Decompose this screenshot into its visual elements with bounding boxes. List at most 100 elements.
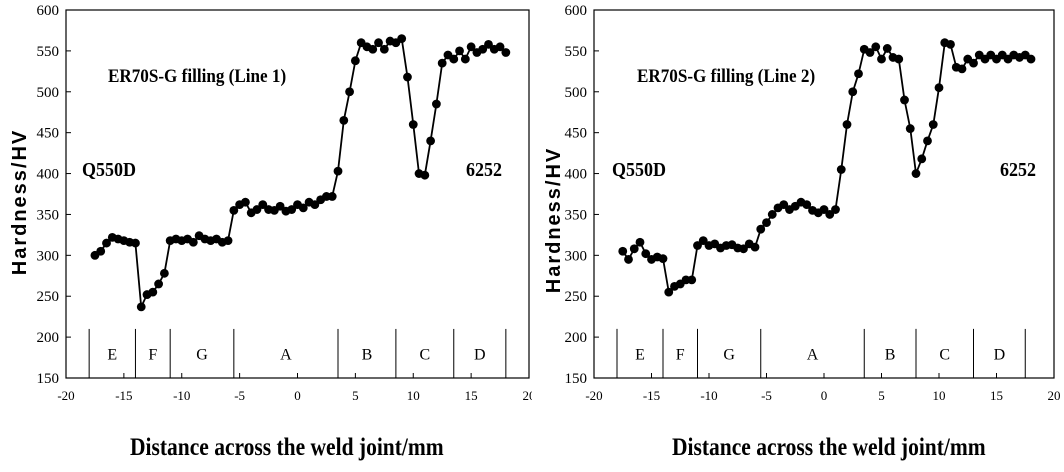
y-tick-label: 200 <box>37 330 60 346</box>
x-tick-label: 0 <box>821 388 828 403</box>
x-tick-label: 20 <box>1048 388 1061 403</box>
data-point <box>258 200 268 210</box>
right-material-label: 6252 <box>466 159 502 181</box>
data-point <box>1026 54 1036 64</box>
data-point <box>478 44 488 54</box>
data-point <box>905 124 915 133</box>
data-point <box>374 38 383 48</box>
x-axis-label: Distance across the weld joint/mm <box>130 434 444 461</box>
data-point <box>131 238 140 248</box>
data-point <box>923 136 932 146</box>
data-point <box>825 210 835 219</box>
data-point <box>310 200 320 210</box>
data-point <box>188 237 198 247</box>
data-point <box>946 39 955 49</box>
data-point <box>102 238 111 248</box>
data-point <box>501 48 511 57</box>
y-tick-label: 250 <box>565 289 588 305</box>
y-tick-label: 550 <box>565 44 588 60</box>
data-point <box>802 200 812 210</box>
x-tick-label: -15 <box>115 388 132 403</box>
data-point <box>154 279 164 289</box>
data-point <box>327 192 337 201</box>
chart-title: ER70S-G filling (Line 2) <box>637 66 816 87</box>
data-point <box>449 54 459 64</box>
zone-label-b: B <box>885 346 896 363</box>
x-tick-label: 10 <box>407 388 420 403</box>
data-point <box>136 302 146 312</box>
data-point <box>397 34 407 44</box>
data-point <box>842 120 852 129</box>
y-axis-label: Hardness/HV <box>9 128 31 276</box>
data-point <box>698 236 708 246</box>
data-point <box>750 242 760 252</box>
x-tick-label: -20 <box>585 388 602 403</box>
y-tick-label: 350 <box>565 207 588 223</box>
data-point <box>934 83 944 93</box>
y-tick-label: 450 <box>37 126 60 142</box>
x-tick-label: 5 <box>352 388 359 403</box>
data-point <box>900 95 909 105</box>
data-point <box>641 249 651 259</box>
right-material-label: 6252 <box>1000 159 1036 181</box>
data-point <box>368 44 378 54</box>
x-axis-label: Distance across the weld joint/mm <box>672 434 986 461</box>
zone-label-b: B <box>362 346 373 363</box>
data-point <box>275 201 285 211</box>
data-point <box>882 44 892 53</box>
data-point <box>298 203 308 213</box>
y-tick-label: 500 <box>37 85 60 101</box>
data-point <box>466 42 476 52</box>
y-tick-label: 600 <box>565 3 588 19</box>
data-point <box>854 69 863 79</box>
chart-panel-line-1: 150 200 250 300 350 400 450 500 550 600 -20 -15 -10-… <box>9 3 533 461</box>
x-tick-label: -5 <box>234 388 245 403</box>
x-tick-label: 0 <box>294 388 301 403</box>
data-point <box>420 170 430 180</box>
zone-label-e: E <box>635 346 645 363</box>
data-point <box>426 136 436 146</box>
data-point <box>437 58 447 68</box>
data-point <box>408 120 418 129</box>
data-point <box>658 254 668 264</box>
data-point <box>350 56 360 66</box>
x-tick-label: -15 <box>643 388 660 403</box>
y-tick-label: 150 <box>37 371 60 387</box>
data-point <box>624 255 633 264</box>
chart-panel-line-2: 150 200 250 300 350 400 450 500 550 600 -20 -15 -10-… <box>532 0 1064 472</box>
y-tick-label: 400 <box>37 167 60 183</box>
zone-label-g: G <box>723 346 735 363</box>
zone-label-a: A <box>280 346 292 363</box>
y-tick-label: 250 <box>37 289 60 305</box>
zone-label-c: C <box>939 346 950 363</box>
x-tick-label: -10 <box>700 388 717 403</box>
y-axis-label: Hardness/HV <box>543 146 565 294</box>
data-point <box>917 154 927 164</box>
zone-label-a: A <box>807 346 819 363</box>
data-point <box>333 166 343 176</box>
data-point <box>495 42 505 52</box>
zone-label-g: G <box>196 346 208 363</box>
x-tick-label: 10 <box>933 388 946 403</box>
zone-label-f: F <box>148 346 157 363</box>
data-point <box>159 268 169 278</box>
data-point <box>848 87 858 97</box>
data-point <box>779 200 789 210</box>
data-point <box>762 218 771 228</box>
data-point <box>831 205 840 214</box>
data-point <box>693 241 702 250</box>
zone-label-d: D <box>474 346 486 363</box>
data-point <box>756 224 766 234</box>
x-tick-label: 5 <box>878 388 885 403</box>
chart-title: ER70S-G filling (Line 1) <box>108 66 287 87</box>
data-point <box>345 87 354 97</box>
zone-label-d: D <box>994 346 1006 363</box>
data-point <box>287 205 297 214</box>
x-tick-label: 15 <box>990 388 1003 403</box>
data-point <box>618 246 628 256</box>
data-point <box>403 72 412 82</box>
x-tick-label: -10 <box>173 388 190 403</box>
data-point <box>629 244 639 254</box>
